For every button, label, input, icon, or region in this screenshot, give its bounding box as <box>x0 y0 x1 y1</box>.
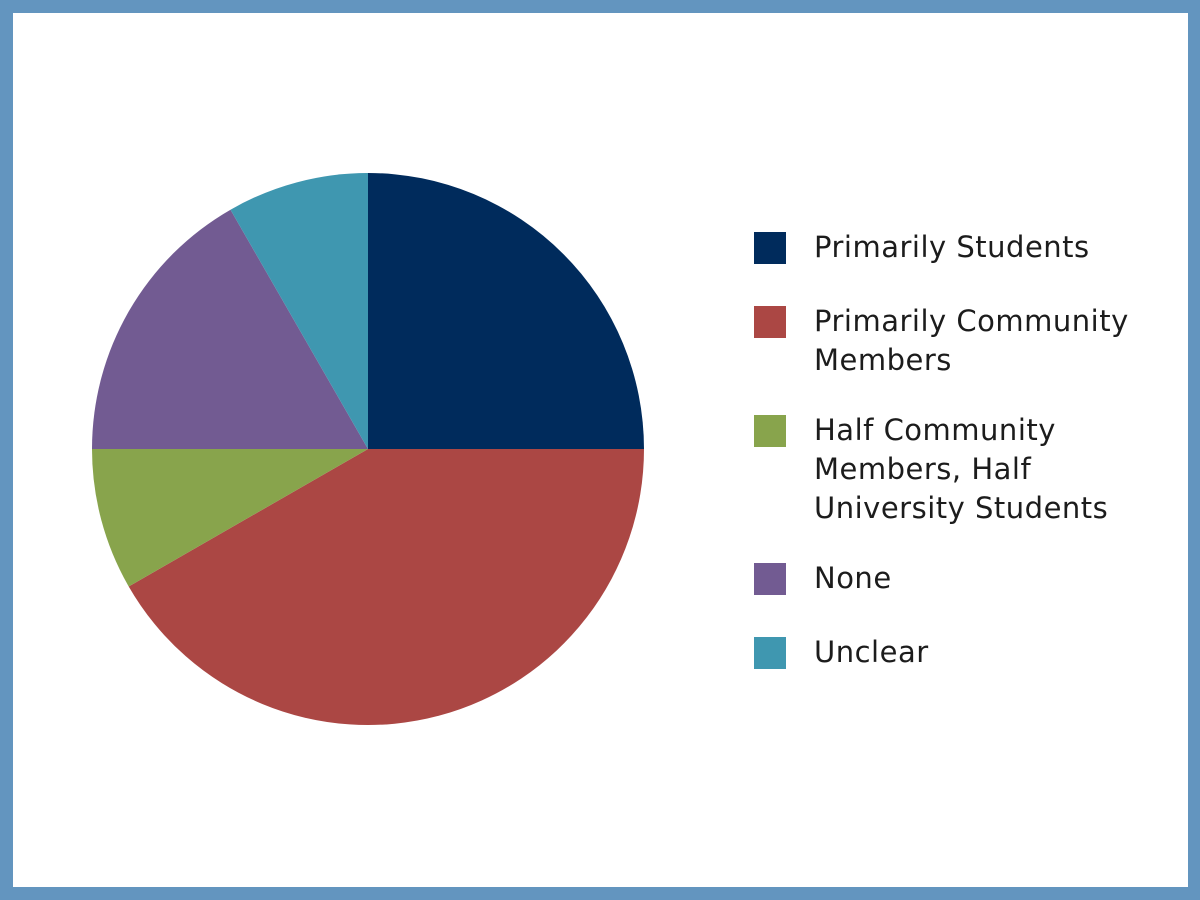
pie-slice-none <box>92 209 368 449</box>
legend-swatch-half-and-half <box>754 415 786 447</box>
pie-slice-primarily-students <box>368 173 644 449</box>
legend-label-unclear: Unclear <box>814 635 929 669</box>
legend-swatch-primarily-community-members <box>754 306 786 338</box>
pie-slice-primarily-community-members <box>128 449 644 725</box>
legend-label-none: None <box>814 561 892 595</box>
pie-slice-half-community-members-half-university-students <box>92 449 368 587</box>
pie-slice-unclear <box>230 173 368 449</box>
legend-swatch-unclear <box>754 637 786 669</box>
legend-label-primarily-community-members: Primarily Community Members <box>814 304 1129 377</box>
legend-swatch-primarily-students <box>754 232 786 264</box>
legend-label-primarily-students: Primarily Students <box>814 230 1090 264</box>
legend-swatch-none <box>754 563 786 595</box>
legend-label-half-and-half: Half Community Members, Half University … <box>814 413 1109 525</box>
